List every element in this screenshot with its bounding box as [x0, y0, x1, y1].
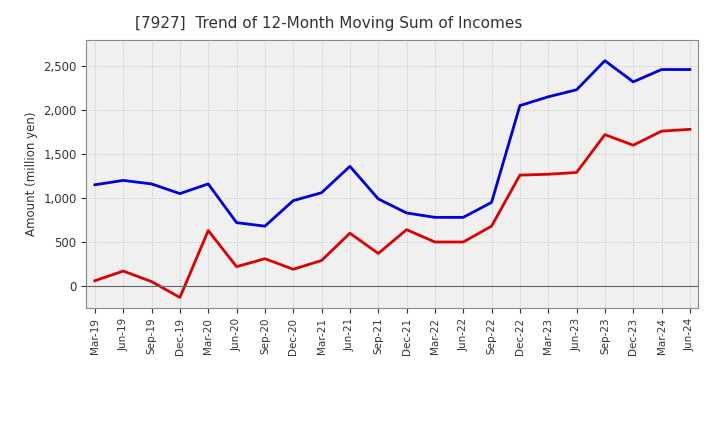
Net Income — [204, 228, 212, 233]
Net Income — [91, 278, 99, 283]
Ordinary Income — [600, 58, 609, 63]
Net Income — [657, 128, 666, 134]
Net Income — [544, 172, 552, 177]
Net Income — [487, 224, 496, 229]
Net Income — [261, 256, 269, 261]
Net Income — [176, 295, 184, 300]
Line: Net Income: Net Income — [95, 129, 690, 297]
Ordinary Income — [233, 220, 241, 225]
Net Income — [572, 170, 581, 175]
Line: Ordinary Income: Ordinary Income — [95, 61, 690, 226]
Net Income — [374, 251, 382, 256]
Ordinary Income — [459, 215, 467, 220]
Ordinary Income — [685, 67, 694, 72]
Net Income — [431, 239, 439, 245]
Ordinary Income — [431, 215, 439, 220]
Ordinary Income — [91, 182, 99, 187]
Net Income — [629, 143, 637, 148]
Ordinary Income — [629, 79, 637, 84]
Net Income — [600, 132, 609, 137]
Net Income — [318, 258, 326, 263]
Ordinary Income — [204, 181, 212, 187]
Ordinary Income — [176, 191, 184, 196]
Net Income — [289, 267, 297, 272]
Net Income — [119, 268, 127, 274]
Ordinary Income — [487, 200, 496, 205]
Ordinary Income — [119, 178, 127, 183]
Ordinary Income — [148, 181, 156, 187]
Ordinary Income — [516, 103, 524, 108]
Net Income — [402, 227, 411, 232]
Ordinary Income — [261, 224, 269, 229]
Text: [7927]  Trend of 12-Month Moving Sum of Incomes: [7927] Trend of 12-Month Moving Sum of I… — [135, 16, 523, 32]
Ordinary Income — [657, 67, 666, 72]
Net Income — [685, 127, 694, 132]
Y-axis label: Amount (million yen): Amount (million yen) — [24, 112, 37, 236]
Ordinary Income — [544, 94, 552, 99]
Ordinary Income — [318, 190, 326, 195]
Ordinary Income — [402, 210, 411, 216]
Net Income — [346, 231, 354, 236]
Net Income — [516, 172, 524, 178]
Net Income — [148, 279, 156, 284]
Ordinary Income — [346, 164, 354, 169]
Ordinary Income — [374, 196, 382, 202]
Ordinary Income — [572, 87, 581, 92]
Net Income — [233, 264, 241, 269]
Net Income — [459, 239, 467, 245]
Ordinary Income — [289, 198, 297, 203]
